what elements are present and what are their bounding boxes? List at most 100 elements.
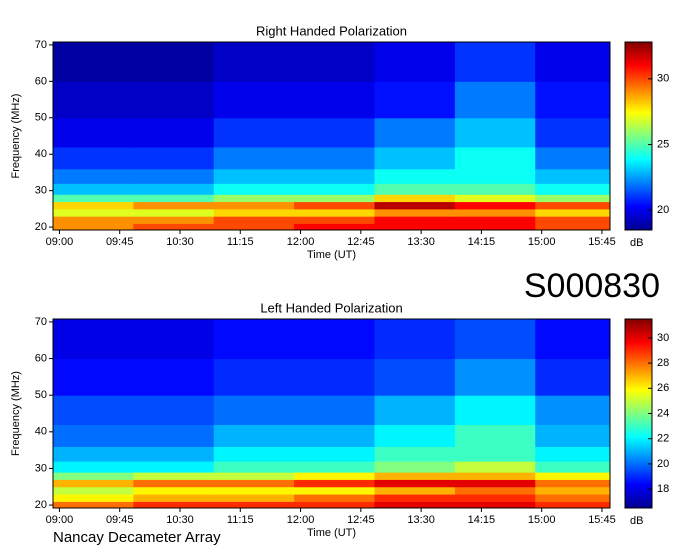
heat-cell: [53, 81, 134, 119]
x-tick-label: 09:00: [46, 236, 74, 248]
colorbar: [624, 318, 653, 509]
heat-cell: [294, 494, 376, 502]
heat-cell: [133, 183, 215, 195]
heat-cell: [454, 501, 536, 509]
x-tick-label: 09:00: [46, 514, 74, 526]
heat-cell: [535, 42, 611, 82]
y-tick-label: 30: [35, 185, 47, 197]
heat-cell: [53, 168, 134, 184]
y-axis-label: Frequency (MHz): [10, 371, 22, 456]
heat-cell: [374, 183, 456, 195]
heat-cell: [53, 501, 134, 509]
x-tick-label: 09:45: [106, 236, 134, 248]
colorbar-tick-label: 26: [657, 382, 669, 394]
heat-cell: [53, 201, 134, 210]
heat-cell: [133, 319, 215, 360]
heat-cell: [294, 146, 376, 170]
heat-cell: [53, 146, 134, 170]
x-axis-label: Time (UT): [307, 249, 356, 261]
heat-cell: [374, 395, 456, 425]
heat-cell: [213, 486, 295, 495]
heat-cell: [213, 183, 295, 195]
y-tick-label: 40: [35, 148, 47, 160]
heat-cell: [294, 472, 376, 480]
heat-cell: [213, 472, 295, 480]
x-tick-label: 14:15: [468, 514, 496, 526]
heat-cell: [53, 208, 134, 217]
heat-cell: [535, 479, 611, 488]
heat-cell: [454, 194, 536, 203]
heat-cell: [294, 42, 376, 82]
heat-cell: [53, 494, 134, 502]
heat-cell: [374, 42, 456, 82]
heat-cell: [535, 146, 611, 170]
heat-cell: [133, 358, 215, 396]
heat-cell: [133, 216, 215, 224]
heat-cell: [535, 81, 611, 119]
plot-frame: [52, 318, 611, 509]
heat-cell: [213, 168, 295, 184]
heat-cell: [294, 183, 376, 195]
heat-cell: [294, 168, 376, 184]
chart-title: Left Handed Polarization: [260, 300, 402, 315]
heat-cell: [454, 42, 536, 82]
heat-cell: [374, 208, 456, 217]
heat-cell: [535, 486, 611, 495]
heat-cell: [133, 194, 215, 203]
x-tick-label: 10:30: [166, 514, 194, 526]
y-tick-label: 60: [35, 352, 47, 364]
y-tick-label: 50: [35, 112, 47, 124]
heat-cell: [133, 208, 215, 217]
heat-cell: [133, 42, 215, 82]
heat-cell: [454, 472, 536, 480]
record-id: S000830: [524, 267, 660, 305]
heat-cell: [454, 146, 536, 170]
heat-cell: [535, 472, 611, 480]
heat-cell: [374, 319, 456, 360]
heat-cell: [53, 479, 134, 488]
heat-cell: [535, 168, 611, 184]
heat-cell: [294, 461, 376, 473]
plot-frame: [52, 41, 611, 231]
x-tick-label: 15:45: [588, 236, 616, 248]
heat-cell: [454, 486, 536, 495]
heat-cell: [535, 319, 611, 360]
heat-cell: [454, 183, 536, 195]
x-tick-label: 12:00: [287, 514, 315, 526]
heat-cell: [213, 42, 295, 82]
heat-cell: [454, 223, 536, 231]
colorbar-tick-label: 18: [657, 483, 669, 495]
heat-cell: [374, 494, 456, 502]
heat-cell: [535, 216, 611, 224]
heat-cell: [374, 194, 456, 203]
colorbar-label: dB: [630, 237, 643, 249]
colorbar-tick-label: 28: [657, 357, 669, 369]
x-tick-label: 12:45: [347, 514, 375, 526]
heat-cell: [535, 424, 611, 447]
heat-cell: [294, 216, 376, 224]
colorbar-label: dB: [630, 515, 643, 527]
heat-cell: [133, 486, 215, 495]
heat-cell: [294, 446, 376, 462]
heat-cell: [454, 461, 536, 473]
heat-cell: [294, 81, 376, 119]
heat-cell: [53, 42, 134, 82]
heat-cell: [53, 216, 134, 224]
heat-cell: [213, 194, 295, 203]
heat-cell: [133, 479, 215, 488]
heat-cell: [213, 216, 295, 224]
heat-cell: [454, 395, 536, 425]
y-axis-label: Frequency (MHz): [10, 94, 22, 179]
colorbar-tick-label: 24: [657, 407, 669, 419]
y-tick-label: 60: [35, 75, 47, 87]
heat-cell: [454, 208, 536, 217]
heat-cell: [535, 358, 611, 396]
heat-cell: [133, 117, 215, 148]
heat-cell: [535, 461, 611, 473]
heat-cell: [535, 117, 611, 148]
colorbar-tick-label: 22: [657, 433, 669, 445]
heat-cell: [213, 81, 295, 119]
heat-cell: [454, 424, 536, 447]
heat-cell: [53, 446, 134, 462]
y-tick-label: 20: [35, 221, 47, 233]
